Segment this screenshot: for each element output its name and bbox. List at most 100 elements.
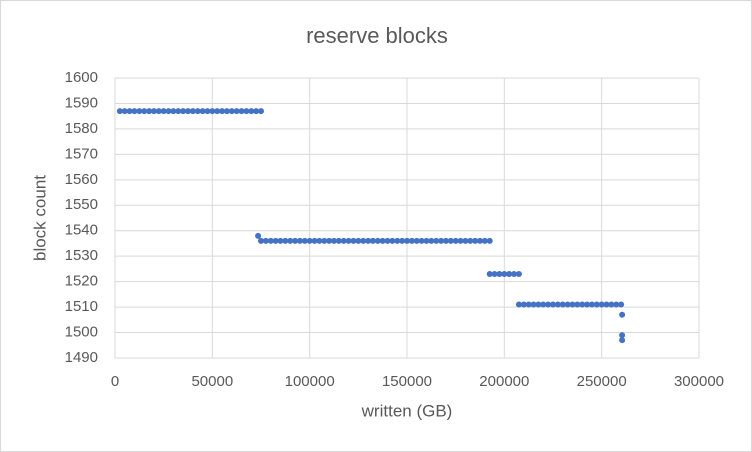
- point: [306, 237, 313, 244]
- point: [189, 108, 196, 115]
- point: [491, 271, 498, 277]
- point: [457, 237, 464, 244]
- y-tick-label: 1580: [65, 120, 98, 137]
- point: [233, 108, 240, 115]
- point: [550, 301, 556, 308]
- point: [467, 237, 474, 244]
- point: [331, 237, 337, 244]
- point: [136, 108, 143, 115]
- point: [389, 237, 396, 244]
- y-tick-label: 1590: [65, 94, 98, 111]
- point: [462, 237, 469, 244]
- point: [574, 301, 581, 308]
- x-tick-label: 300000: [674, 373, 724, 390]
- y-tick-label: 1540: [65, 222, 98, 239]
- point: [554, 301, 561, 308]
- point: [428, 237, 435, 244]
- point: [496, 271, 503, 277]
- point: [593, 301, 600, 308]
- point: [175, 108, 182, 115]
- point: [481, 237, 488, 244]
- point: [369, 237, 376, 244]
- point: [267, 237, 274, 244]
- y-tick-label: 1490: [65, 349, 98, 366]
- point: [185, 108, 191, 115]
- point: [399, 237, 406, 244]
- y-tick-label: 1500: [65, 324, 98, 341]
- point: [155, 108, 162, 115]
- point: [121, 108, 128, 115]
- point: [598, 301, 605, 308]
- point: [165, 108, 172, 115]
- x-axis-title: written (GB): [361, 401, 453, 420]
- point: [228, 108, 235, 115]
- y-tick-label: 1560: [65, 171, 98, 188]
- point: [116, 108, 123, 115]
- point: [199, 108, 206, 115]
- point: [520, 301, 527, 308]
- point: [535, 301, 542, 308]
- point: [404, 237, 410, 244]
- point: [477, 237, 483, 244]
- point: [608, 301, 615, 308]
- point: [584, 301, 591, 308]
- x-tick-label: 50000: [191, 373, 233, 390]
- point: [131, 108, 138, 115]
- point: [180, 108, 187, 115]
- point: [204, 108, 211, 115]
- point: [423, 237, 430, 244]
- point: [564, 301, 571, 308]
- y-tick-label: 1570: [65, 145, 98, 162]
- chart-title: reserve blocks: [306, 23, 448, 48]
- point: [282, 237, 289, 244]
- point: [579, 301, 586, 308]
- point: [253, 108, 260, 115]
- point: [301, 237, 308, 244]
- point: [511, 271, 518, 277]
- point: [321, 237, 328, 244]
- point: [442, 237, 449, 244]
- point: [408, 237, 415, 244]
- point: [365, 237, 372, 244]
- point: [486, 237, 493, 244]
- point: [350, 237, 357, 244]
- point: [506, 271, 513, 277]
- point: [287, 237, 294, 244]
- x-tick-label: 200000: [479, 373, 529, 390]
- point: [384, 237, 391, 244]
- point: [150, 108, 157, 115]
- point: [472, 237, 479, 244]
- point: [569, 301, 576, 308]
- point: [160, 108, 167, 115]
- point: [619, 337, 626, 344]
- point: [433, 237, 440, 244]
- point: [447, 237, 454, 244]
- point: [603, 301, 610, 308]
- point: [613, 301, 620, 308]
- point: [559, 301, 566, 308]
- point: [194, 108, 201, 115]
- point: [209, 108, 216, 115]
- point: [545, 301, 552, 308]
- point: [126, 108, 133, 115]
- point: [619, 311, 626, 318]
- point: [515, 301, 522, 308]
- point: [374, 237, 381, 244]
- point: [311, 237, 318, 244]
- point: [618, 301, 625, 308]
- point: [540, 301, 547, 308]
- point: [248, 108, 255, 115]
- point: [345, 237, 352, 244]
- y-tick-label: 1530: [65, 247, 98, 264]
- point: [170, 108, 177, 115]
- point: [296, 237, 303, 244]
- point: [530, 301, 537, 308]
- point: [413, 237, 420, 244]
- point: [326, 237, 333, 244]
- point: [272, 237, 279, 244]
- point: [394, 237, 401, 244]
- point: [360, 237, 367, 244]
- point: [219, 108, 226, 115]
- point: [238, 108, 245, 115]
